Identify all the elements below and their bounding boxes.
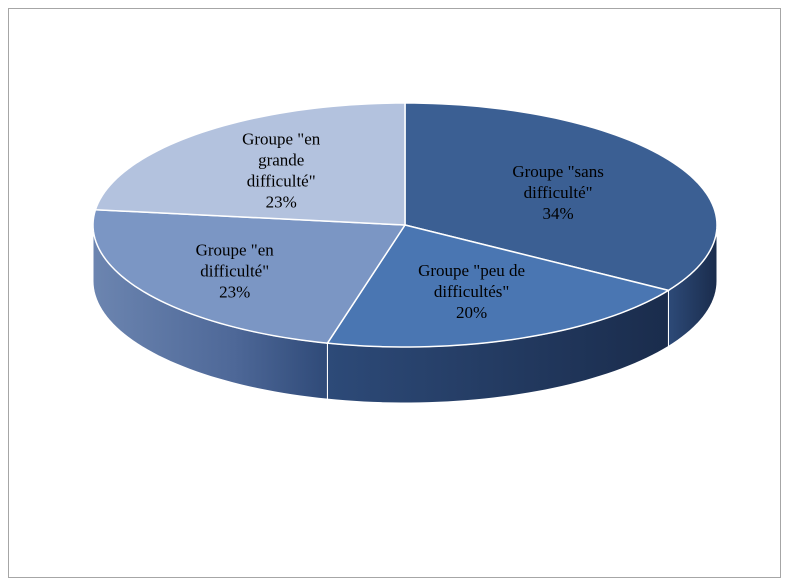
slice-label-1: Groupe "peu de difficultés" 20% [418,261,525,322]
pie-chart: Groupe "sans difficulté" 34% Groupe "peu de… [92,102,718,404]
slice-label-3-line-0: Groupe "en [242,130,321,149]
slice-label-3-line-2: difficulté" [247,172,316,191]
slice-label-3: Groupe "en grande difficulté" 23% [242,130,321,212]
slice-label-2: Groupe "en difficulté" 23% [196,240,275,301]
slice-label-3-line-3: 23% [266,193,297,212]
slice-label-1-line-2: 20% [456,303,487,322]
slice-label-0-line-1: difficulté" [524,183,593,202]
slice-label-2-line-2: 23% [219,282,250,301]
slice-label-0: Groupe "sans difficulté" 34% [512,162,603,223]
slice-label-2-line-1: difficulté" [200,261,269,280]
slice-label-1-line-0: Groupe "peu de [418,261,525,280]
pie-slice-1 [326,224,671,348]
slice-label-0-line-0: Groupe "sans [512,162,603,181]
slice-label-1-line-1: difficultés" [434,282,510,301]
pie-slice-3 [94,102,406,226]
slice-label-0-line-2: 34% [543,204,574,223]
slice-label-3-line-1: grande [258,151,304,170]
pie-slice-0 [404,102,718,292]
slice-label-2-line-0: Groupe "en [196,240,275,259]
pie-slice-2 [92,208,407,344]
